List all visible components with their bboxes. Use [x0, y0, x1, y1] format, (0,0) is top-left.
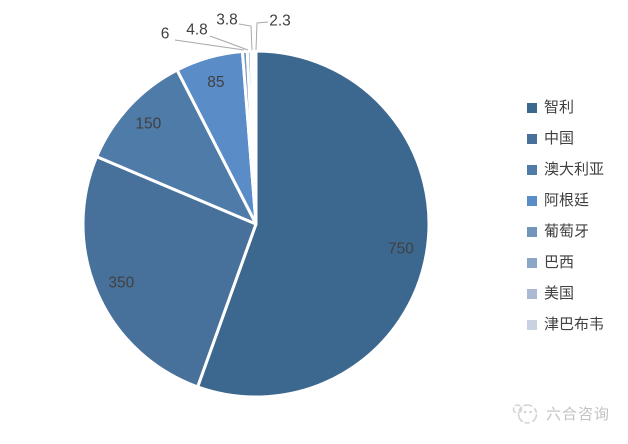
data-label-巴西: 4.8 — [186, 22, 208, 39]
legend-item-巴西: 巴西 — [527, 247, 604, 278]
data-label-澳大利亚: 150 — [135, 115, 161, 132]
legend-label: 巴西 — [544, 254, 575, 271]
legend-label: 阿根廷 — [544, 192, 590, 209]
leader-line-葡萄牙 — [174, 39, 245, 51]
leader-line-美国 — [238, 23, 253, 51]
pie-slice-中国 — [81, 155, 258, 389]
data-label-津巴布韦: 2.3 — [269, 13, 291, 30]
data-label-智利: 750 — [388, 241, 414, 258]
liuhe-logo-icon — [512, 404, 538, 424]
legend-swatch-icon — [527, 133, 537, 144]
legend-swatch-icon — [527, 319, 537, 330]
legend-swatch-icon — [527, 288, 537, 299]
pie-slice-智利 — [196, 49, 431, 399]
legend-label: 澳大利亚 — [544, 161, 605, 178]
legend-item-澳大利亚: 澳大利亚 — [527, 154, 604, 185]
pie-slice-澳大利亚 — [95, 68, 258, 226]
leader-line-津巴布韦 — [255, 21, 269, 51]
data-label-美国: 3.8 — [216, 12, 238, 29]
legend-item-津巴布韦: 津巴布韦 — [527, 309, 604, 340]
legend-label: 葡萄牙 — [544, 223, 590, 240]
data-label-阿根廷: 85 — [207, 74, 224, 91]
legend-swatch-icon — [527, 257, 537, 268]
legend-item-美国: 美国 — [527, 278, 604, 309]
data-label-中国: 350 — [108, 275, 134, 292]
legend-label: 智利 — [544, 99, 575, 116]
legend-label: 中国 — [544, 130, 575, 147]
legend-swatch-icon — [527, 164, 537, 175]
leader-line-巴西 — [209, 35, 249, 51]
pie-slice-津巴布韦 — [252, 49, 258, 226]
data-label-葡萄牙: 6 — [161, 26, 170, 43]
legend-swatch-icon — [527, 226, 537, 237]
legend-label: 美国 — [544, 285, 575, 302]
watermark: 六合咨询 — [512, 401, 610, 426]
watermark-text: 六合咨询 — [546, 406, 611, 423]
legend-item-中国: 中国 — [527, 123, 604, 154]
legend-item-智利: 智利 — [527, 92, 604, 123]
legend-item-阿根廷: 阿根廷 — [527, 185, 604, 216]
legend-label: 津巴布韦 — [544, 316, 605, 333]
legend-item-葡萄牙: 葡萄牙 — [527, 216, 604, 247]
legend-swatch-icon — [527, 102, 537, 113]
legend-swatch-icon — [527, 195, 537, 206]
chart-legend: 智利中国澳大利亚阿根廷葡萄牙巴西美国津巴布韦 — [527, 92, 604, 340]
